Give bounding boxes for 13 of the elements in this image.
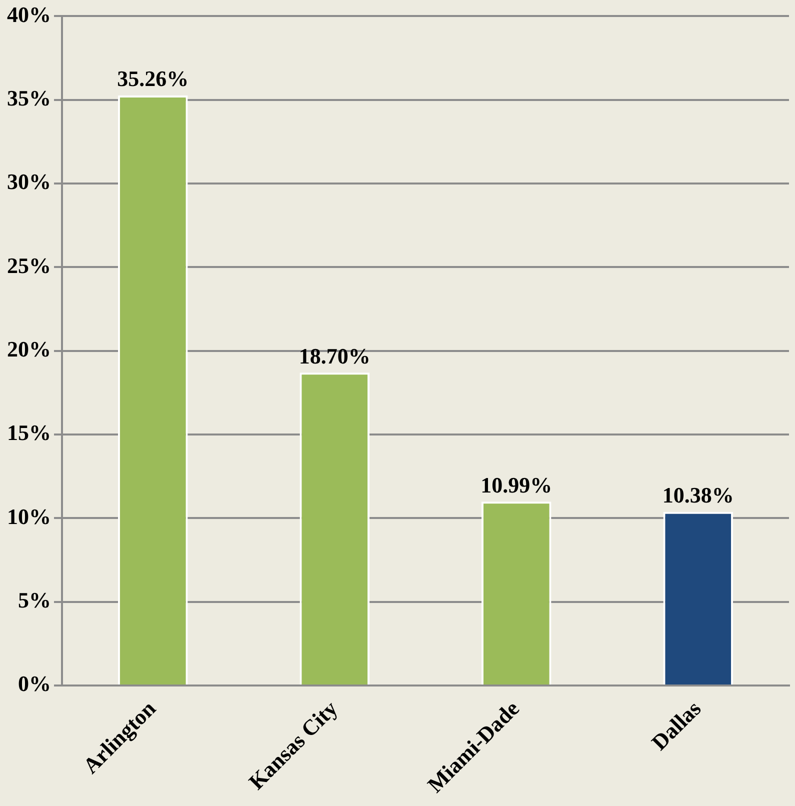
data-label: 35.26% xyxy=(117,66,189,92)
y-tick-label: 0% xyxy=(18,671,51,696)
y-tick-label: 10% xyxy=(7,504,51,529)
y-tick-label: 35% xyxy=(7,86,51,111)
data-label: 18.70% xyxy=(298,343,370,368)
y-tick-label: 20% xyxy=(7,336,51,362)
data-label: 10.99% xyxy=(480,472,552,498)
y-tick-label: 30% xyxy=(7,169,51,194)
data-label: 10.38% xyxy=(662,482,734,508)
y-tick-label: 5% xyxy=(18,588,51,613)
y-tick-label: 25% xyxy=(7,252,51,278)
y-tick-label: 15% xyxy=(7,420,51,446)
y-tick-label: 40% xyxy=(7,2,51,27)
